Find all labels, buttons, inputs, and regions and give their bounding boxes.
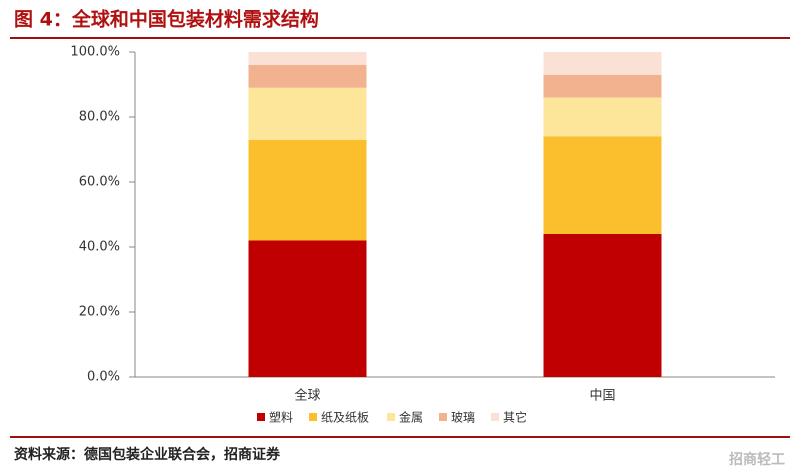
- bar-segment: [248, 65, 367, 88]
- bar-segment: [543, 97, 662, 137]
- bar-segment: [248, 87, 367, 140]
- y-tick-label: 80.0%: [79, 110, 120, 125]
- x-tick-label: 全球: [294, 388, 320, 404]
- bar-segment: [543, 74, 662, 98]
- watermark: 招商轻工: [729, 451, 785, 468]
- legend-label: 纸及纸板: [321, 411, 369, 425]
- y-tick-label: 100.0%: [70, 45, 120, 60]
- legend-swatch: [309, 413, 317, 421]
- chart-title: 图 4：全球和中国包装材料需求结构: [14, 8, 319, 31]
- bar-segment: [248, 52, 367, 65]
- legend-label: 其它: [503, 410, 527, 425]
- legend-label: 塑料: [269, 410, 293, 425]
- x-tick-label: 中国: [589, 389, 615, 404]
- legend-label: 金属: [399, 410, 423, 425]
- bar-segment: [543, 52, 662, 75]
- legend-label: 玻璃: [451, 411, 475, 425]
- legend-swatch: [439, 413, 447, 421]
- source: 资料来源：德国包装企业联合会，招商证券: [14, 446, 281, 463]
- y-tick-label: 60.0%: [79, 175, 120, 190]
- bar-segment: [543, 136, 662, 234]
- legend-swatch: [257, 413, 265, 421]
- y-tick-label: 0.0%: [87, 370, 120, 385]
- y-tick-label: 20.0%: [79, 305, 120, 320]
- legend-swatch: [491, 413, 499, 421]
- legend-swatch: [387, 413, 395, 421]
- y-tick-label: 40.0%: [79, 240, 120, 255]
- bar-segment: [248, 139, 367, 241]
- bar-segment: [248, 240, 367, 377]
- bar-segment: [543, 234, 662, 377]
